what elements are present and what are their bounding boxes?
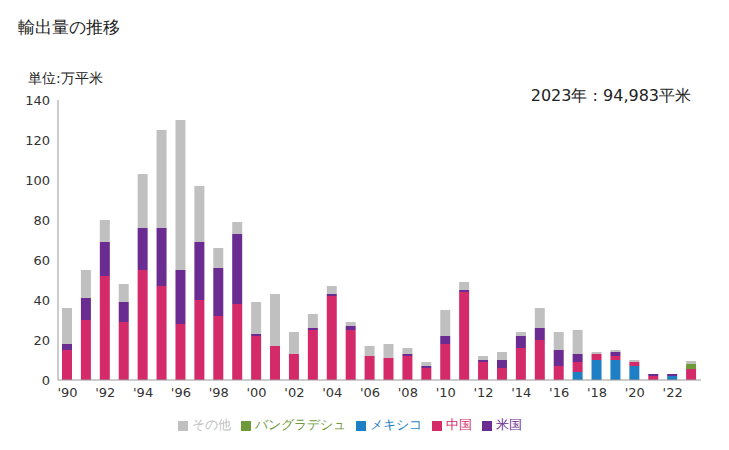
html-text:メキシコ: メキシコ xyxy=(369,417,422,432)
svg-text:'08: '08 xyxy=(398,385,418,400)
svg-text:'18: '18 xyxy=(587,385,607,400)
svg-text:'10: '10 xyxy=(436,385,456,400)
svg-text:'96: '96 xyxy=(171,385,191,400)
svg-text:'06: '06 xyxy=(360,385,380,400)
svg-text:'14: '14 xyxy=(511,385,531,400)
html-text:バングラデシュ: バングラデシュ xyxy=(254,417,346,432)
html-text:輸出量の推移: 輸出量の推移 xyxy=(18,17,120,37)
svg-text:100: 100 xyxy=(25,173,50,188)
html-text:その他: その他 xyxy=(191,417,231,432)
svg-text:'00: '00 xyxy=(247,385,267,400)
html-text:単位:万平米: 単位:万平米 xyxy=(28,70,103,86)
svg-text:'12: '12 xyxy=(473,385,493,400)
svg-text:60: 60 xyxy=(33,253,50,268)
svg-text:40: 40 xyxy=(33,293,50,308)
svg-text:'94: '94 xyxy=(133,385,153,400)
svg-text:'16: '16 xyxy=(549,385,569,400)
svg-text:80: 80 xyxy=(33,213,50,228)
svg-text:140: 140 xyxy=(25,93,50,108)
svg-text:'22: '22 xyxy=(663,385,683,400)
svg-text:'98: '98 xyxy=(209,385,229,400)
html-text:米国: 米国 xyxy=(495,417,522,432)
html-text:2023年 : 94,983平米: 2023年 : 94,983平米 xyxy=(530,86,691,105)
html-text:中国: 中国 xyxy=(445,417,472,432)
svg-text:'02: '02 xyxy=(284,385,304,400)
svg-text:'90: '90 xyxy=(57,385,77,400)
svg-text:'04: '04 xyxy=(322,385,342,400)
svg-text:120: 120 xyxy=(25,133,50,148)
svg-text:0: 0 xyxy=(42,373,50,388)
svg-text:'20: '20 xyxy=(625,385,645,400)
svg-text:20: 20 xyxy=(33,333,50,348)
svg-text:'92: '92 xyxy=(95,385,115,400)
